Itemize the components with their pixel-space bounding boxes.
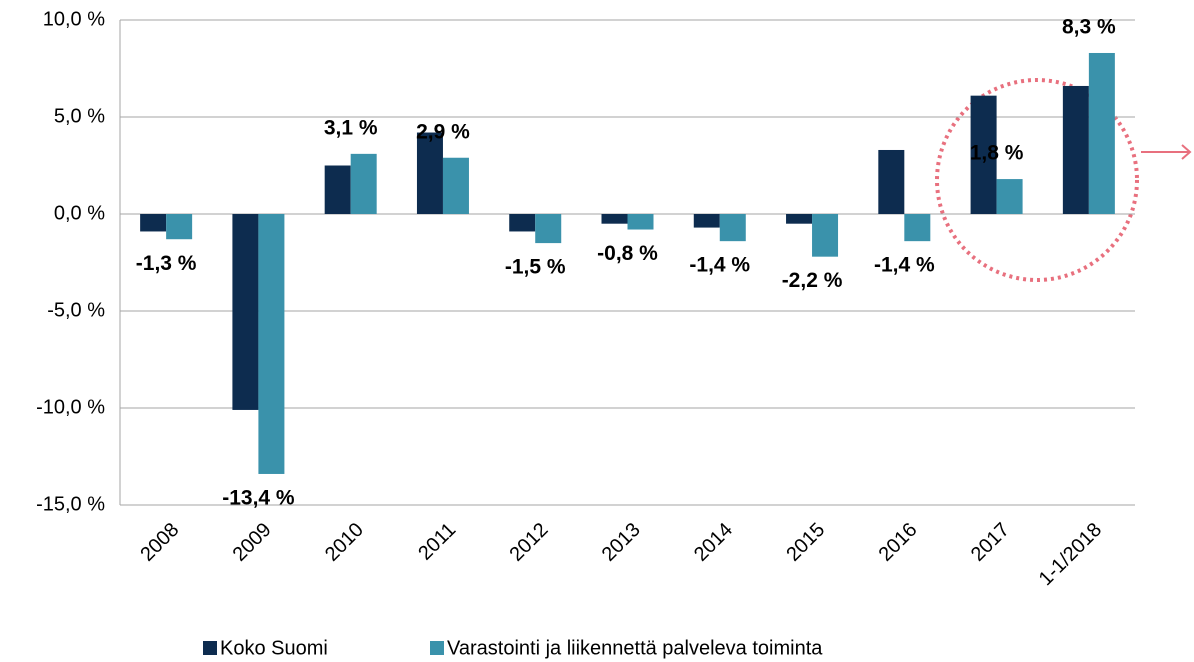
bar	[627, 214, 654, 230]
x-tick-label: 2013	[598, 519, 645, 566]
x-tick-label: 2012	[505, 519, 552, 566]
x-tick-label: 2014	[690, 519, 737, 566]
x-tick-label: 2015	[782, 519, 829, 566]
bar	[140, 214, 167, 232]
bar	[258, 214, 285, 474]
y-tick-label: 10,0 %	[43, 8, 105, 30]
bar	[904, 214, 931, 242]
value-label: 8,3 %	[1062, 16, 1116, 39]
value-label: -13,4 %	[222, 487, 295, 510]
value-label: -1,4 %	[874, 254, 935, 277]
y-tick-label: 0,0 %	[54, 202, 105, 224]
bar	[232, 214, 259, 410]
bar	[719, 214, 746, 242]
legend-swatch	[430, 641, 444, 655]
bar	[693, 214, 720, 228]
bar	[442, 157, 469, 214]
bar	[416, 132, 443, 214]
value-label: 1,8 %	[970, 142, 1024, 165]
bar	[509, 214, 536, 232]
bar	[1062, 85, 1089, 215]
x-tick-label: 2009	[229, 519, 276, 566]
x-tick-label: 2011	[414, 519, 460, 565]
bar	[601, 214, 628, 224]
y-tick-label: 5,0 %	[54, 105, 105, 127]
bar	[878, 149, 905, 214]
bar	[350, 153, 377, 214]
value-label: 2,9 %	[416, 120, 470, 143]
value-label: 3,1 %	[324, 116, 378, 139]
bar	[535, 214, 562, 244]
legend-swatch	[203, 641, 217, 655]
legend-label: Koko Suomi	[220, 637, 328, 659]
bar	[166, 214, 193, 240]
highlight-circle	[935, 78, 1139, 282]
x-tick-label: 2010	[321, 519, 368, 566]
value-label: -1,4 %	[689, 254, 750, 277]
value-label: -2,2 %	[782, 269, 843, 292]
bar	[996, 179, 1023, 214]
legend-label: Varastointi ja liikennettä palveleva toi…	[447, 637, 823, 659]
y-tick-label: -15,0 %	[36, 493, 105, 515]
value-label: -1,3 %	[136, 252, 197, 275]
bar	[786, 214, 813, 224]
bar	[324, 165, 351, 214]
bar	[812, 214, 839, 257]
y-tick-label: -10,0 %	[36, 396, 105, 418]
y-tick-label: -5,0 %	[47, 299, 105, 321]
arrow-head	[1181, 144, 1192, 160]
x-tick-label: 2008	[136, 519, 183, 566]
x-tick-label: 1-1/2018	[1035, 519, 1106, 590]
value-label: -1,5 %	[505, 256, 566, 279]
x-tick-label: 2016	[875, 519, 922, 566]
value-label: -0,8 %	[597, 242, 658, 265]
x-tick-label: 2017	[967, 519, 1014, 566]
bar	[1088, 52, 1115, 215]
bar	[970, 95, 997, 214]
